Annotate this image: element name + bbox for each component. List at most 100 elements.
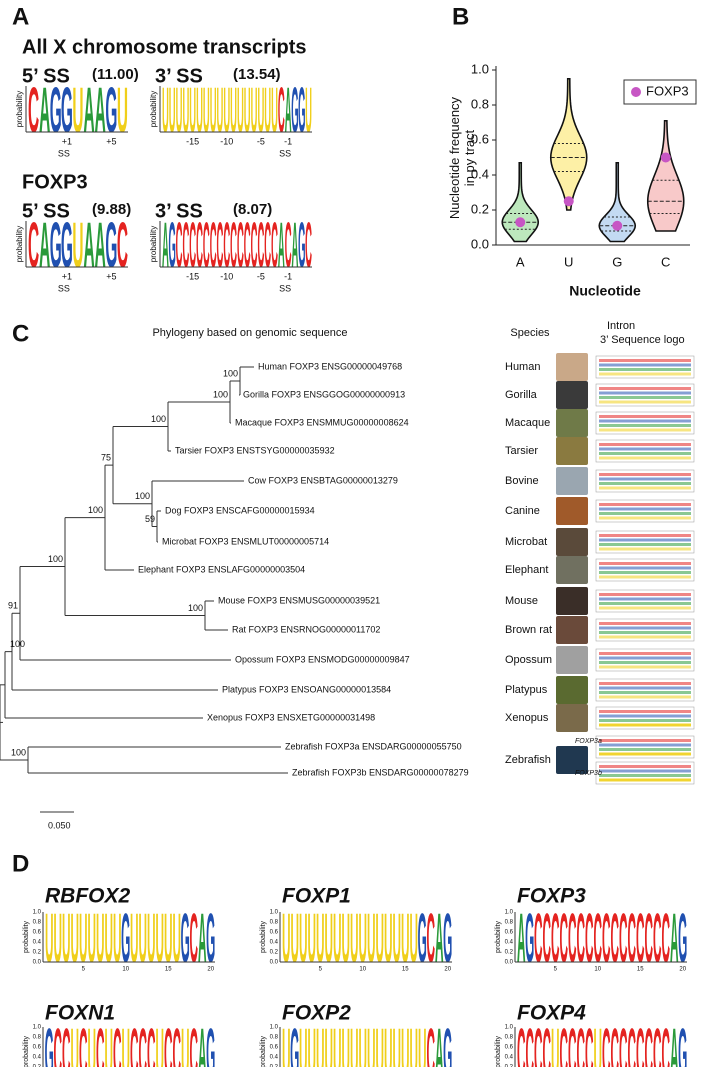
logo-letter: G bbox=[525, 899, 534, 977]
logo-letter: U bbox=[409, 1014, 418, 1067]
mini-logo-band bbox=[599, 447, 691, 451]
y-tick-label: 0.0 bbox=[471, 236, 489, 251]
x-tick-label: -1 bbox=[284, 136, 292, 146]
logo-letter: U bbox=[87, 1014, 96, 1067]
mini-logo-band bbox=[599, 482, 691, 485]
logo-letter: U bbox=[79, 899, 88, 977]
logo-letter: A bbox=[84, 74, 95, 145]
logo-letter: A bbox=[285, 75, 292, 146]
x-tick-label: 20 bbox=[679, 967, 686, 973]
logo-letter: A bbox=[435, 899, 444, 977]
panel-label: A bbox=[12, 3, 29, 30]
bootstrap: 100 bbox=[88, 505, 103, 515]
logo-letter: U bbox=[181, 1014, 190, 1067]
species-photo bbox=[556, 646, 588, 674]
logo-letter: C bbox=[585, 1014, 594, 1067]
species-photo bbox=[556, 704, 588, 732]
y-tick-label: 0.6 bbox=[471, 131, 489, 146]
logo-letter: U bbox=[251, 75, 258, 146]
logo-letter: A bbox=[278, 210, 285, 281]
mini-logo-band bbox=[599, 778, 691, 782]
logo-score: (8.07) bbox=[233, 201, 272, 218]
y-tick-label: 0.8 bbox=[33, 920, 42, 926]
logo-letter: U bbox=[182, 75, 189, 146]
logo-letter: U bbox=[257, 75, 264, 146]
logo-letter: U bbox=[210, 75, 217, 146]
ss-label: SS bbox=[58, 283, 70, 293]
mini-logo-band bbox=[599, 575, 691, 579]
logo-letter: C bbox=[661, 1014, 670, 1067]
logo-title: FOXN1 bbox=[45, 1002, 115, 1025]
logo-letter: U bbox=[392, 1014, 401, 1067]
logo-letter: G bbox=[105, 209, 117, 280]
bootstrap: 100 bbox=[48, 554, 63, 564]
logo-letter: C bbox=[264, 210, 271, 281]
species-photo bbox=[556, 381, 588, 409]
species-name: Bovine bbox=[505, 475, 539, 487]
logo-letter: C bbox=[585, 899, 594, 977]
logo-letter: A bbox=[95, 74, 106, 145]
mini-logo-band bbox=[599, 396, 691, 399]
logo-letter: U bbox=[418, 1014, 427, 1067]
species-name: Brown rat bbox=[505, 624, 552, 636]
mini-logo-band bbox=[599, 512, 691, 515]
y-tick-label: 0.2 bbox=[505, 1065, 514, 1067]
x-tick-label: C bbox=[661, 254, 670, 269]
species-name: Platypus bbox=[505, 684, 548, 696]
y-tick-label: 0.6 bbox=[505, 1045, 514, 1051]
mini-logo-band bbox=[599, 606, 691, 610]
mini-logo-band bbox=[599, 486, 691, 490]
logo-letter: C bbox=[619, 1014, 628, 1067]
logo-letter: C bbox=[196, 210, 203, 281]
x-tick-label: 10 bbox=[594, 967, 601, 973]
logo-letter: U bbox=[244, 75, 251, 146]
logo-letter: C bbox=[619, 899, 628, 977]
mini-logo-band bbox=[599, 372, 691, 376]
y-tick-label: 0.4 bbox=[505, 1055, 514, 1061]
logo-letter: C bbox=[517, 1014, 526, 1067]
paralog-label: FOXP3a bbox=[575, 738, 602, 745]
panel-label: C bbox=[12, 320, 29, 347]
logo-letter: U bbox=[104, 1014, 113, 1067]
species-name: Opossum bbox=[505, 654, 552, 666]
mini-logo-band bbox=[599, 452, 691, 455]
logo-letter: U bbox=[375, 899, 384, 977]
y-tick-label: 1.0 bbox=[33, 910, 42, 916]
logo-letter: U bbox=[230, 75, 237, 146]
x-tick-label: 10 bbox=[359, 967, 366, 973]
logo-letter: C bbox=[551, 899, 560, 977]
bootstrap: 100 bbox=[10, 639, 25, 649]
logo-letter: A bbox=[84, 209, 95, 280]
mini-logo-band bbox=[599, 714, 691, 718]
y-axis-title: probability bbox=[149, 91, 158, 127]
leaf-label: Microbat FOXP3 ENSMLUT00000005714 bbox=[162, 536, 329, 546]
paralog-label: FOXP3b bbox=[575, 770, 602, 777]
logo-letter: U bbox=[367, 1014, 376, 1067]
logo-letter: U bbox=[164, 899, 173, 977]
y-axis-title: probability bbox=[15, 91, 24, 127]
scale-label: 0.050 bbox=[48, 820, 71, 830]
logo-letter: U bbox=[358, 899, 367, 977]
logo-letter: A bbox=[198, 1014, 207, 1067]
mini-logo-band bbox=[599, 507, 691, 511]
logo-letter: C bbox=[257, 210, 264, 281]
species-photo bbox=[556, 556, 588, 584]
section-heading: All X chromosome transcripts bbox=[22, 36, 307, 58]
logo-letter: U bbox=[384, 1014, 393, 1067]
y-tick-label: 0.2 bbox=[270, 1065, 279, 1067]
species-name: Xenopus bbox=[505, 712, 549, 724]
mini-logo-band bbox=[599, 571, 691, 574]
logo-title: 3’ SS bbox=[155, 200, 203, 222]
logo-letter: C bbox=[217, 210, 224, 281]
bootstrap: 100 bbox=[188, 603, 203, 613]
logo-letter: C bbox=[610, 899, 619, 977]
logo-letter: G bbox=[45, 1014, 54, 1067]
logo-letter: G bbox=[105, 74, 117, 145]
logo-score: (9.88) bbox=[92, 201, 131, 218]
logo-letter: C bbox=[576, 899, 585, 977]
y-tick-label: 0.6 bbox=[505, 930, 514, 936]
mini-logo-band bbox=[599, 739, 691, 742]
logo-letter: C bbox=[176, 210, 183, 281]
mini-logo-band bbox=[599, 752, 691, 756]
logo-letter: G bbox=[61, 209, 73, 280]
